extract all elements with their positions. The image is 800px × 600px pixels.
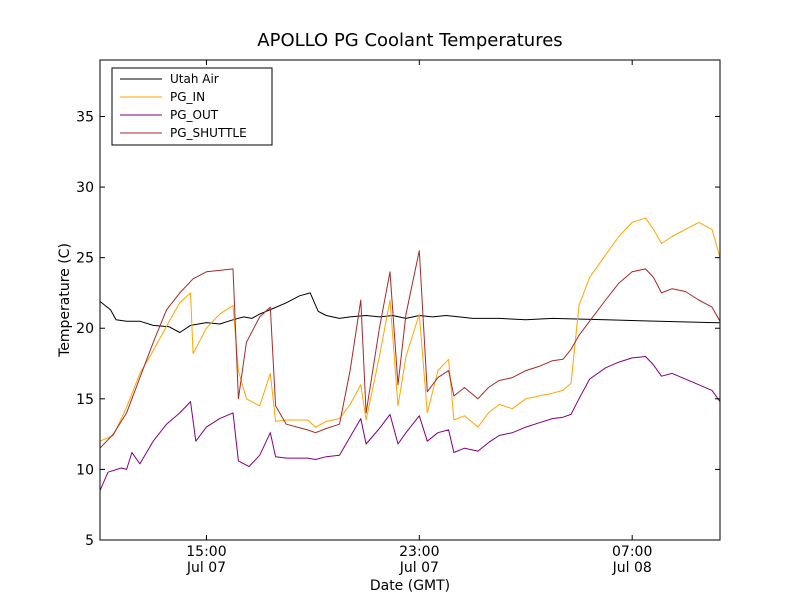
series-line-pg-shuttle — [100, 250, 720, 449]
x-tick-label-time: 07:00 — [612, 544, 652, 560]
y-tick-label: 15 — [76, 392, 94, 408]
y-tick-label: 35 — [76, 109, 94, 125]
y-axis-ticks: 5 10 15 20 25 30 35 — [76, 109, 720, 549]
series-line-pg-out — [100, 356, 720, 491]
legend-label-pg-in: PG_IN — [170, 90, 205, 104]
plot-frame — [99, 59, 721, 541]
series-line-utah-air — [100, 292, 720, 333]
y-axis-label: Temperature (C) — [57, 243, 73, 358]
x-tick-label-date: Jul 07 — [399, 560, 439, 576]
chart-title: APOLLO PG Coolant Temperatures — [257, 30, 562, 51]
series-line-pg-in — [100, 217, 720, 442]
y-tick-label: 10 — [76, 462, 94, 478]
legend: Utah Air PG_IN PG_OUT PG_SHUTTLE — [111, 67, 273, 146]
legend-label-pg-shuttle: PG_SHUTTLE — [170, 126, 247, 140]
x-tick-label-time: 23:00 — [399, 544, 439, 560]
legend-label-pg-out: PG_OUT — [170, 108, 219, 122]
x-tick-label-time: 15:00 — [186, 544, 226, 560]
y-tick-label: 20 — [76, 321, 94, 337]
series-layer — [100, 217, 720, 491]
x-axis-label: Date (GMT) — [370, 578, 450, 594]
y-tick-label: 25 — [76, 251, 94, 267]
x-tick-label-date: Jul 07 — [186, 560, 226, 576]
legend-frame — [111, 67, 273, 146]
y-tick-label: 5 — [85, 533, 94, 549]
y-tick-label: 30 — [76, 180, 94, 196]
legend-label-utah-air: Utah Air — [170, 72, 219, 86]
x-tick-label-date: Jul 08 — [612, 560, 652, 576]
